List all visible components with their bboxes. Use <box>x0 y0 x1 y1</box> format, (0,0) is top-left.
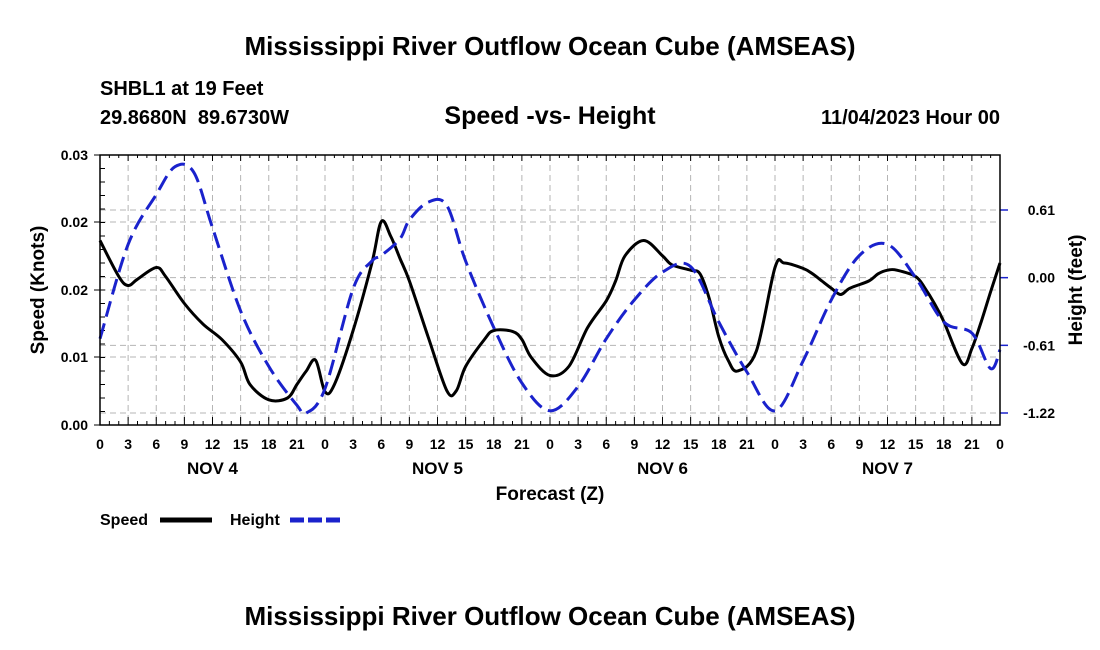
y-left-tick-label: 0.00 <box>61 417 88 433</box>
day-label: NOV 5 <box>412 459 463 478</box>
y-axis-title-left: Speed (Knots) <box>28 226 49 355</box>
data-series <box>98 162 1002 416</box>
grid-lines <box>100 155 1000 425</box>
x-tick-label: 3 <box>349 436 357 452</box>
x-tick-label: 12 <box>430 436 446 452</box>
footer-title: Mississippi River Outflow Ocean Cube (AM… <box>244 601 855 631</box>
plot-frame <box>99 154 1001 426</box>
x-tick-label: 3 <box>574 436 582 452</box>
x-tick-label: 0 <box>771 436 779 452</box>
x-tick-label: 18 <box>711 436 727 452</box>
chart-title: Speed -vs- Height <box>444 102 656 130</box>
x-tick-label: 12 <box>655 436 671 452</box>
forecast-datetime: 11/04/2023 Hour 00 <box>821 107 1000 129</box>
x-tick-label: 0 <box>996 436 1004 452</box>
y-left-tick-label: 0.02 <box>61 214 88 230</box>
y-right-tick-label: 0.00 <box>1028 270 1055 286</box>
x-tick-label: 15 <box>458 436 474 452</box>
station-coords: 29.8680N 89.6730W <box>100 107 289 129</box>
legend-label-height: Height <box>230 512 280 529</box>
y-right-tick-label: -1.22 <box>1023 405 1055 421</box>
page-title: Mississippi River Outflow Ocean Cube (AM… <box>244 31 855 61</box>
x-tick-label: 12 <box>205 436 221 452</box>
x-tick-label: 6 <box>827 436 835 452</box>
x-tick-label: 9 <box>630 436 638 452</box>
x-tick-label: 18 <box>261 436 277 452</box>
x-tick-label: 3 <box>799 436 807 452</box>
x-tick-label: 9 <box>405 436 413 452</box>
legend-label-speed: Speed <box>100 512 148 529</box>
x-tick-label: 6 <box>602 436 610 452</box>
x-tick-label: 9 <box>180 436 188 452</box>
y-axis-title-right: Height (feet) <box>1066 235 1087 346</box>
x-tick-label: 21 <box>739 436 755 452</box>
x-tick-label: 21 <box>289 436 305 452</box>
x-tick-label: 0 <box>546 436 554 452</box>
x-tick-label: 12 <box>880 436 896 452</box>
legend: Speed Height <box>100 512 342 529</box>
series-line-height <box>98 162 1002 416</box>
x-tick-label: 15 <box>908 436 924 452</box>
y-left-tick-label: 0.03 <box>61 147 88 163</box>
y-left-tick-label: 0.01 <box>61 349 88 365</box>
x-tick-label: 3 <box>124 436 132 452</box>
x-tick-label: 21 <box>514 436 530 452</box>
x-tick-label: 18 <box>936 436 952 452</box>
station-name: SHBL1 at 19 Feet <box>100 78 264 100</box>
x-tick-label: 6 <box>152 436 160 452</box>
x-tick-label: 18 <box>486 436 502 452</box>
x-tick-label: 6 <box>377 436 385 452</box>
day-label: NOV 7 <box>862 459 913 478</box>
day-label: NOV 6 <box>637 459 688 478</box>
tick-labels: 0 3 6 9 12 15 18 21 0 3 6 9 12 15 18 21 0 3 6 9 12 15 18 21 0 3 6 9… <box>61 147 1055 478</box>
y-right-tick-label: 0.61 <box>1028 202 1055 218</box>
x-tick-label: 9 <box>855 436 863 452</box>
x-tick-label: 21 <box>964 436 980 452</box>
x-tick-label: 15 <box>683 436 699 452</box>
y-right-tick-label: -0.61 <box>1023 337 1055 353</box>
x-tick-label: 0 <box>321 436 329 452</box>
y-left-tick-label: 0.02 <box>61 282 88 298</box>
x-tick-label: 0 <box>96 436 104 452</box>
x-tick-label: 15 <box>233 436 249 452</box>
series-line-speed <box>98 219 1002 403</box>
day-label: NOV 4 <box>187 459 239 478</box>
x-axis-title: Forecast (Z) <box>496 484 605 505</box>
